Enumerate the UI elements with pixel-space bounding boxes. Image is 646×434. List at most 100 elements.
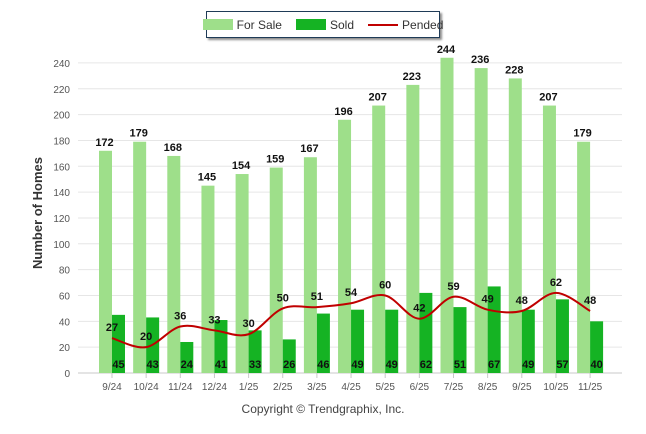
label-for-sale-5/25: 207 (369, 92, 387, 104)
bar-for-sale-9/25 (508, 78, 522, 373)
bar-sold-11/24 (180, 341, 194, 373)
label-sold-9/24: 45 (112, 359, 124, 371)
label-sold-10/25: 57 (556, 359, 568, 371)
label-pended-6/25: 42 (413, 303, 425, 315)
bar-sold-5/25 (385, 309, 399, 373)
label-pended-3/25: 51 (311, 291, 323, 303)
label-sold-1/25: 33 (249, 359, 261, 371)
label-sold-9/25: 49 (522, 359, 534, 371)
bar-for-sale-12/24 (201, 185, 215, 373)
y-tick-label-0: 0 (64, 369, 70, 380)
label-for-sale-9/25: 228 (505, 64, 523, 76)
legend-label-for-sale: For Sale (236, 17, 282, 32)
copyright-footer: Copyright © Trendgraphix, Inc. (241, 402, 405, 416)
label-for-sale-1/25: 154 (232, 160, 251, 172)
bar-sold-6/25 (419, 292, 433, 373)
label-pended-1/25: 30 (242, 318, 254, 330)
label-sold-6/25: 62 (420, 359, 432, 371)
bar-sold-8/25 (487, 286, 501, 373)
x-tick-label-5/25: 5/25 (375, 382, 395, 393)
bar-sold-9/24 (112, 314, 125, 373)
bar-for-sale-4/25 (338, 119, 352, 373)
x-tick-label-9/24: 9/24 (102, 382, 122, 393)
bar-sold-4/25 (351, 309, 365, 373)
legend-swatch-pended (368, 23, 399, 26)
bar-for-sale-8/25 (474, 68, 488, 373)
label-sold-2/25: 26 (283, 359, 295, 371)
label-for-sale-6/25: 223 (403, 71, 421, 83)
label-for-sale-3/25: 167 (300, 143, 318, 155)
label-pended-5/25: 60 (379, 279, 391, 291)
x-tick-label-6/25: 6/25 (410, 382, 430, 393)
label-pended-11/25: 48 (584, 295, 596, 307)
x-tick-label-11/25: 11/25 (578, 382, 603, 393)
label-for-sale-10/24: 179 (129, 128, 147, 140)
bar-for-sale-7/25 (440, 57, 454, 373)
y-tick-label-20: 20 (59, 343, 71, 354)
data-labels: 172 45 179 43 168 24 145 41 154 33 159 26 167 46 196 49… (95, 44, 602, 371)
label-pended-2/25: 50 (277, 292, 289, 304)
x-tick-label-8/25: 8/25 (478, 382, 498, 393)
label-for-sale-9/24: 172 (95, 137, 113, 149)
y-axis-title: Number of Homes (30, 157, 45, 269)
x-tick-label-10/24: 10/24 (134, 382, 159, 393)
label-sold-11/24: 24 (181, 359, 194, 371)
label-sold-3/25: 46 (317, 359, 329, 371)
bar-sold-2/25 (282, 339, 296, 373)
bar-for-sale-1/25 (235, 174, 249, 373)
label-sold-11/25: 40 (590, 359, 602, 371)
label-for-sale-2/25: 159 (266, 154, 284, 166)
label-pended-9/24: 27 (106, 322, 118, 334)
label-pended-7/25: 59 (447, 281, 459, 293)
bar-sold-7/25 (453, 307, 467, 373)
x-tick-label-11/24: 11/24 (168, 382, 193, 393)
pended-line (111, 291, 591, 349)
bar-for-sale-3/25 (303, 157, 317, 373)
label-pended-8/25: 49 (482, 294, 494, 306)
bar-for-sale-6/25 (406, 84, 420, 373)
label-pended-10/25: 62 (550, 277, 562, 289)
label-pended-9/25: 48 (516, 295, 528, 307)
label-pended-10/24: 20 (140, 331, 152, 343)
label-for-sale-11/25: 179 (573, 128, 591, 140)
bar-for-sale-11/24 (167, 155, 181, 373)
label-sold-4/25: 49 (351, 359, 363, 371)
label-sold-8/25: 67 (488, 359, 500, 371)
bar-sold-10/25 (555, 299, 569, 373)
bar-for-sale-10/24 (133, 141, 147, 373)
y-tick-label-200: 200 (53, 111, 70, 122)
bar-for-sale-9/24 (99, 150, 112, 373)
pended-line-layer (111, 291, 591, 349)
legend-label-pended: Pended (402, 17, 444, 32)
chart-legend: For Sale Sold Pended (202, 11, 444, 38)
x-tick-label-10/25: 10/25 (543, 382, 568, 393)
bar-for-sale-11/25 (577, 141, 591, 373)
bar-for-sale-2/25 (269, 167, 283, 373)
y-tick-label-180: 180 (53, 136, 70, 147)
label-for-sale-10/25: 207 (539, 92, 557, 104)
y-tick-label-60: 60 (59, 291, 71, 302)
x-tick-label-12/24: 12/24 (202, 382, 227, 393)
y-tick-label-160: 160 (53, 162, 70, 173)
label-sold-5/25: 49 (386, 359, 398, 371)
label-for-sale-4/25: 196 (334, 106, 352, 118)
x-tick-label-9/25: 9/25 (512, 382, 532, 393)
y-tick-label-120: 120 (53, 214, 70, 225)
x-tick-label-4/25: 4/25 (341, 382, 361, 393)
y-tick-label-80: 80 (59, 266, 71, 277)
label-sold-10/24: 43 (147, 359, 159, 371)
label-for-sale-7/25: 244 (437, 44, 456, 56)
y-tick-label-100: 100 (53, 240, 70, 251)
legend-item-for-sale: For Sale (202, 17, 282, 32)
label-pended-4/25: 54 (345, 287, 358, 299)
label-for-sale-8/25: 236 (471, 54, 489, 66)
bar-sold-3/25 (316, 313, 330, 373)
label-pended-12/24: 33 (208, 314, 220, 326)
legend-item-sold: Sold (295, 18, 354, 32)
legend-swatch-sold (295, 19, 326, 30)
y-tick-label-220: 220 (53, 85, 70, 96)
label-pended-11/24: 36 (174, 310, 186, 322)
label-sold-12/24: 41 (215, 359, 227, 371)
bar-for-sale-10/25 (542, 105, 556, 373)
